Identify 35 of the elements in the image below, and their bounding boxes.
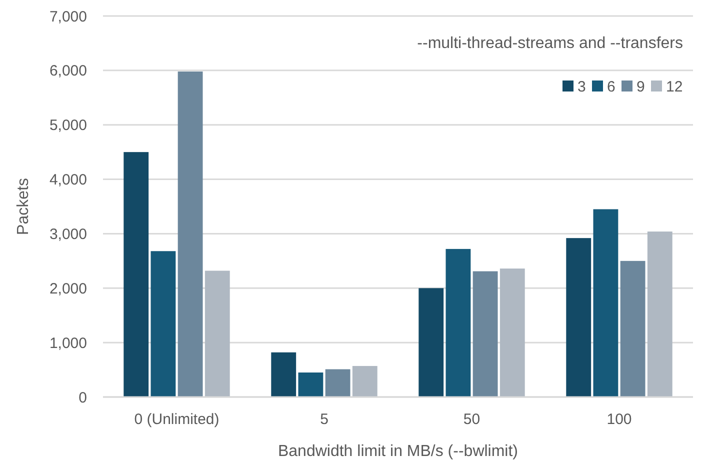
y-axis-title: Packets <box>15 178 32 235</box>
bar <box>620 260 646 397</box>
bar <box>446 248 471 397</box>
bar <box>204 270 230 397</box>
y-tick-label: 1,000 <box>49 334 87 352</box>
x-axis-title: Bandwidth limit in MB/s (--bwlimit) <box>278 443 518 460</box>
y-tick-label: 5,000 <box>49 117 87 134</box>
x-tick-label: 5 <box>320 411 328 428</box>
bar <box>566 238 592 397</box>
legend-label: 3 <box>578 78 586 96</box>
x-tick-label: 50 <box>463 411 480 428</box>
x-tick-label: 100 <box>606 411 632 428</box>
legend-title: --multi-thread-streams and --transfers <box>417 35 683 52</box>
y-tick-label: 6,000 <box>49 62 87 80</box>
bar <box>298 372 324 397</box>
y-tick-label: 7,000 <box>49 8 87 26</box>
bar <box>593 209 618 397</box>
bar <box>418 288 444 397</box>
bar <box>325 369 350 397</box>
bar <box>352 366 378 397</box>
bar <box>150 251 176 397</box>
y-tick-label: 2,000 <box>49 280 87 298</box>
bar <box>178 72 203 397</box>
x-tick-label: 0 (Unlimited) <box>134 411 220 428</box>
bar <box>271 352 296 397</box>
bar <box>124 152 149 397</box>
y-tick-label: 3,000 <box>49 226 87 243</box>
legend-label: 12 <box>666 78 683 96</box>
bar <box>500 268 525 397</box>
bar <box>472 271 498 397</box>
bar <box>647 232 672 397</box>
y-tick-label: 4,000 <box>49 172 87 189</box>
legend-label: 9 <box>636 78 645 96</box>
y-tick-label: 0 <box>78 389 87 406</box>
legend-label: 6 <box>607 78 616 96</box>
